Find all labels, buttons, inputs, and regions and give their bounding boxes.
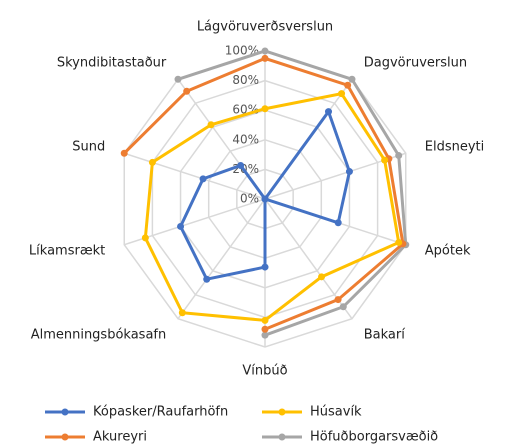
data-point [183,87,191,95]
data-point [237,161,245,169]
data-point [334,296,342,304]
data-point [395,238,403,246]
tick-label: 0% [240,192,259,206]
data-point [338,90,346,98]
category-label: Skyndibitastaður [57,56,167,71]
data-point [334,219,342,227]
data-point [148,158,156,166]
data-point [381,156,389,164]
category-label: Apótek [425,243,471,258]
category-label: Vínbúð [242,364,287,379]
data-point [261,54,269,62]
tick-label: 80% [232,73,259,87]
data-point [261,195,269,203]
data-point [174,75,182,83]
series-line [123,56,405,331]
legend-label: Höfuðborgarsvæðið [310,430,438,445]
legend-swatch-dot [278,433,286,441]
data-point [395,152,403,160]
data-point [325,108,333,116]
data-point [261,47,269,55]
category-label: Eldsneyti [425,140,485,155]
legend-label: Húsavík [310,405,362,420]
legend-label: Kópasker/Raufarhöfn [93,405,228,420]
data-point [345,168,353,176]
data-point [261,316,269,324]
category-label: Almenningsbókasafn [31,327,167,342]
data-point [261,331,269,339]
data-point [203,275,211,283]
data-point [344,81,352,89]
data-point [178,309,186,317]
tick-label: 100% [225,44,259,58]
data-point [261,105,269,113]
data-point [120,149,128,157]
category-label: Sund [72,140,105,155]
data-point [177,222,185,230]
data-point [261,263,269,271]
legend-swatch-dot [61,433,69,441]
legend-swatch-dot [278,408,286,416]
data-point [199,175,207,183]
data-point [318,273,326,281]
series-line [143,91,401,322]
data-point [207,121,215,129]
data-point [141,234,149,242]
data-point [261,325,269,333]
data-point [339,303,347,311]
category-label: Lágvöruverðsverslun [197,20,333,35]
category-label: Líkamsrækt [29,243,105,258]
legend-swatch-dot [61,408,69,416]
data-point [348,75,356,83]
legend-label: Akureyri [93,430,147,445]
spoke [124,152,266,200]
category-label: Bakarí [364,327,405,342]
tick-label: 40% [232,132,259,146]
category-label: Dagvöruverslun [364,56,467,71]
spoke [177,198,266,320]
